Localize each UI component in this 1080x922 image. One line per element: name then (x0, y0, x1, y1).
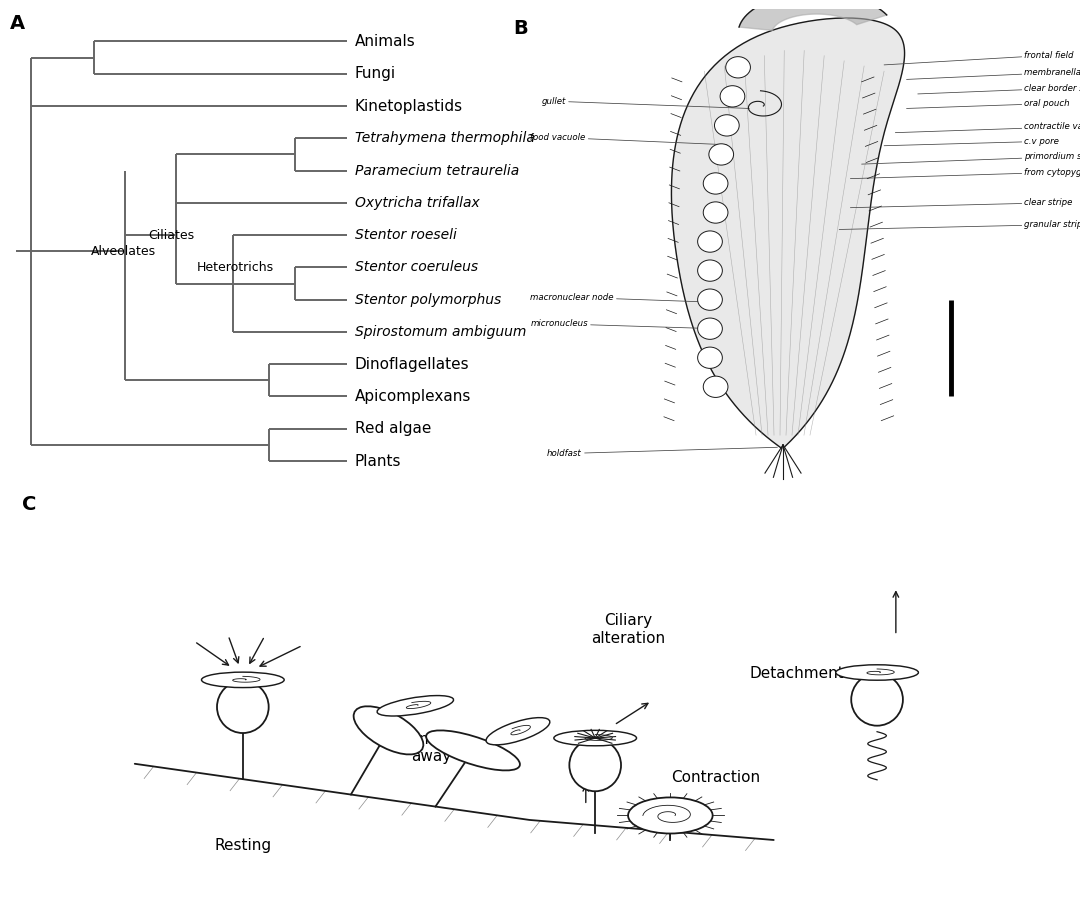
Text: Heterotrichs: Heterotrichs (197, 261, 274, 274)
Text: from cytopyge: from cytopyge (850, 168, 1080, 179)
Text: Stentor roeseli: Stentor roeseli (354, 228, 457, 242)
Circle shape (703, 172, 728, 195)
Text: Animals: Animals (354, 34, 416, 49)
Text: Stentor polymorphus: Stentor polymorphus (354, 292, 501, 307)
Text: Spirostomum ambiguum: Spirostomum ambiguum (354, 325, 526, 339)
Ellipse shape (851, 674, 903, 726)
Circle shape (698, 347, 723, 369)
Circle shape (698, 318, 723, 339)
Text: micronucleus: micronucleus (530, 319, 716, 328)
Text: Bending
away: Bending away (400, 732, 462, 764)
Text: holdfast: holdfast (548, 447, 778, 458)
Text: Stentor coeruleus: Stentor coeruleus (354, 260, 478, 275)
Text: clear stripe: clear stripe (850, 198, 1072, 207)
Ellipse shape (217, 680, 269, 733)
Text: granular stripe: granular stripe (839, 220, 1080, 230)
Text: oral pouch: oral pouch (906, 99, 1070, 109)
Text: Red algae: Red algae (354, 421, 431, 436)
Ellipse shape (377, 695, 454, 716)
Text: contractile vacuole: contractile vacuole (895, 123, 1080, 133)
Text: membranellar band: membranellar band (906, 67, 1080, 79)
Polygon shape (739, 0, 887, 30)
Text: Ciliates: Ciliates (148, 229, 194, 242)
Text: Plants: Plants (354, 454, 402, 468)
Text: primordium site: primordium site (862, 152, 1080, 164)
Ellipse shape (353, 706, 423, 754)
Text: c.v pore: c.v pore (885, 136, 1059, 146)
Ellipse shape (554, 730, 636, 746)
Text: food vacuole: food vacuole (530, 133, 727, 145)
Circle shape (708, 144, 733, 165)
Text: A: A (10, 14, 25, 33)
Text: Ciliary
alteration: Ciliary alteration (591, 613, 665, 645)
Ellipse shape (569, 739, 621, 791)
Circle shape (703, 376, 728, 397)
Circle shape (698, 289, 723, 311)
Text: gullet: gullet (541, 97, 750, 109)
Text: clear border stripe: clear border stripe (918, 84, 1080, 94)
Circle shape (715, 114, 739, 136)
Ellipse shape (202, 672, 284, 688)
Text: frontal field: frontal field (885, 51, 1074, 65)
Text: Contraction: Contraction (671, 770, 760, 785)
Circle shape (720, 86, 745, 107)
Text: macronuclear node: macronuclear node (530, 292, 710, 302)
Ellipse shape (427, 730, 519, 771)
Text: Apicomplexans: Apicomplexans (354, 389, 471, 404)
Circle shape (726, 56, 751, 78)
Circle shape (629, 798, 713, 833)
Polygon shape (672, 18, 905, 448)
Circle shape (703, 202, 728, 223)
Text: C: C (22, 495, 36, 514)
Text: B: B (513, 18, 528, 38)
Ellipse shape (486, 717, 550, 745)
Text: Alveolates: Alveolates (91, 244, 157, 258)
Text: Tetrahymena thermophila: Tetrahymena thermophila (354, 131, 535, 146)
Circle shape (698, 230, 723, 253)
Text: Kinetoplastids: Kinetoplastids (354, 99, 463, 113)
Text: Paramecium tetraurelia: Paramecium tetraurelia (354, 163, 519, 178)
Text: Resting: Resting (214, 838, 271, 853)
Text: Fungi: Fungi (354, 66, 396, 81)
Text: Oxytricha trifallax: Oxytricha trifallax (354, 195, 480, 210)
Circle shape (698, 260, 723, 281)
Ellipse shape (836, 665, 918, 680)
Text: Dinoflagellates: Dinoflagellates (354, 357, 470, 372)
Text: Detachment: Detachment (750, 666, 845, 680)
